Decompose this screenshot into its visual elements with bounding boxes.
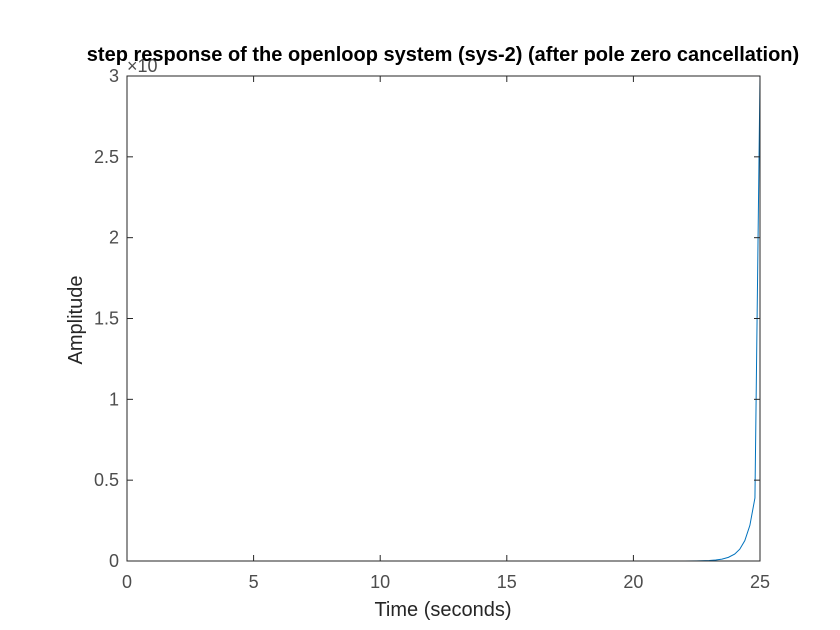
- plot-area: [127, 76, 760, 561]
- y-tick-label: 0: [109, 551, 119, 571]
- y-tick-label: 2.5: [94, 147, 119, 167]
- y-tick-label: 0.5: [94, 470, 119, 490]
- y-axis-label: Amplitude: [65, 276, 87, 365]
- x-tick-label: 5: [249, 572, 259, 592]
- x-tick-label: 25: [750, 572, 770, 592]
- x-axis-label: Time (seconds): [374, 599, 511, 621]
- y-tick-label: 3: [109, 66, 119, 86]
- x-tick-label: 15: [497, 572, 517, 592]
- tick-layer: 0 5 10 15 20 25 0 0.5 1 1.5 2 2.5 3: [94, 66, 770, 592]
- y-tick-label: 1: [109, 389, 119, 409]
- y-tick-label: 2: [109, 228, 119, 248]
- y-exponent-label: ×10: [127, 56, 158, 76]
- y-tick-label: 1.5: [94, 309, 119, 329]
- axes-box: [126, 75, 761, 562]
- x-tick-label: 0: [122, 572, 132, 592]
- chart-title: step response of the openloop system (sy…: [87, 44, 799, 66]
- x-tick-label: 10: [370, 572, 390, 592]
- x-tick-label: 20: [623, 572, 643, 592]
